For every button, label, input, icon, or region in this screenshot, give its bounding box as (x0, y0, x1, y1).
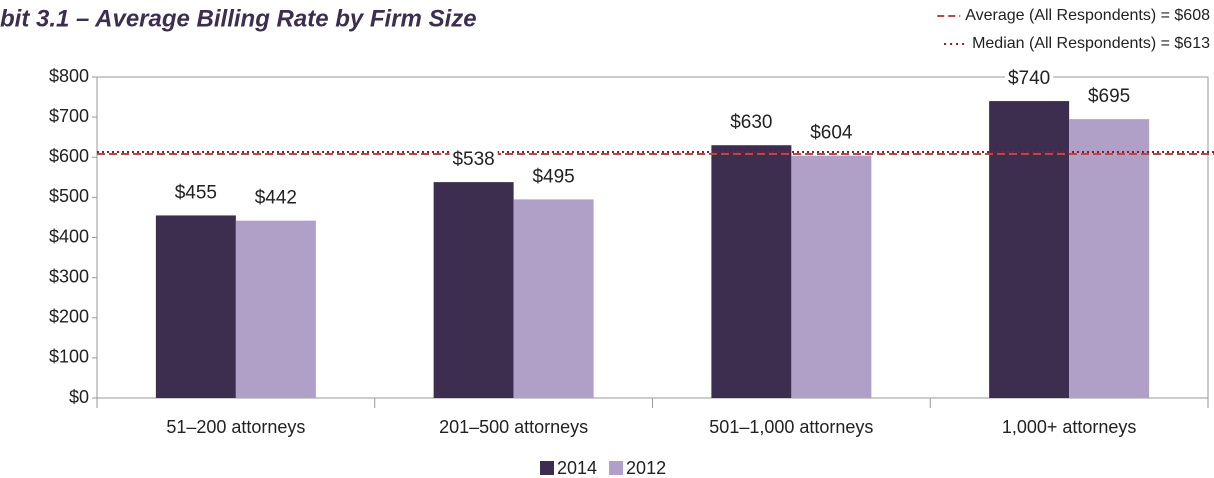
y-tick-label: $600 (49, 146, 89, 166)
legend-swatch (540, 461, 554, 475)
y-tick-label: $700 (49, 106, 89, 126)
bar (711, 145, 792, 398)
bar (791, 155, 872, 398)
value-label: $604 (810, 123, 853, 144)
value-label-group: $495 (529, 166, 578, 188)
x-tick-label: 51–200 attorneys (166, 417, 305, 437)
value-label: $538 (452, 149, 494, 170)
y-tick-label: $300 (49, 266, 89, 286)
value-label-bg (449, 149, 498, 171)
bar (235, 220, 316, 398)
bar (989, 101, 1070, 398)
value-label: $442 (255, 188, 297, 209)
x-tick-label: 1,000+ attorneys (1002, 417, 1137, 437)
legend-swatch (609, 461, 624, 475)
reference-legend-label: Median (All Respondents) = $613 (972, 35, 1210, 52)
legend-label: 2014 (557, 458, 597, 478)
value-label-bg (1004, 68, 1054, 90)
value-label: $495 (532, 166, 574, 187)
x-tick-label: 201–500 attorneys (439, 417, 588, 437)
bar (1069, 119, 1150, 398)
value-label-bg (529, 166, 578, 188)
value-label-group: $455 (171, 182, 221, 204)
bar (155, 215, 236, 398)
y-tick-label: $800 (49, 66, 89, 86)
y-tick-label: $200 (49, 307, 89, 327)
value-label: $455 (175, 182, 217, 203)
y-tick-label: $500 (49, 186, 89, 206)
value-label: $695 (1088, 86, 1130, 107)
x-tick-label: 501–1,000 attorneys (709, 417, 873, 437)
chart-title: bit 3.1 – Average Billing Rate by Firm S… (0, 5, 477, 32)
value-label: $630 (730, 112, 772, 133)
y-tick-label: $0 (69, 387, 89, 407)
bar (513, 199, 594, 398)
value-label-bg (1084, 86, 1134, 108)
value-label-bg (727, 112, 776, 134)
value-label-bg (171, 182, 221, 204)
value-label-group: $740 (1004, 68, 1054, 90)
value-label-group: $630 (727, 112, 776, 134)
y-tick-label: $100 (49, 347, 89, 367)
legend-label: 2012 (626, 458, 666, 478)
reference-legend-label: Average (All Respondents) = $608 (965, 7, 1210, 24)
value-label-group: $442 (251, 187, 301, 209)
value-label-bg (807, 122, 856, 144)
bar (433, 182, 514, 398)
y-tick-label: $400 (49, 226, 89, 246)
value-label-group: $538 (449, 149, 498, 171)
value-label: $740 (1008, 68, 1050, 89)
value-label-bg (251, 187, 301, 209)
value-label-group: $695 (1084, 86, 1134, 108)
value-label-group: $604 (807, 122, 856, 144)
